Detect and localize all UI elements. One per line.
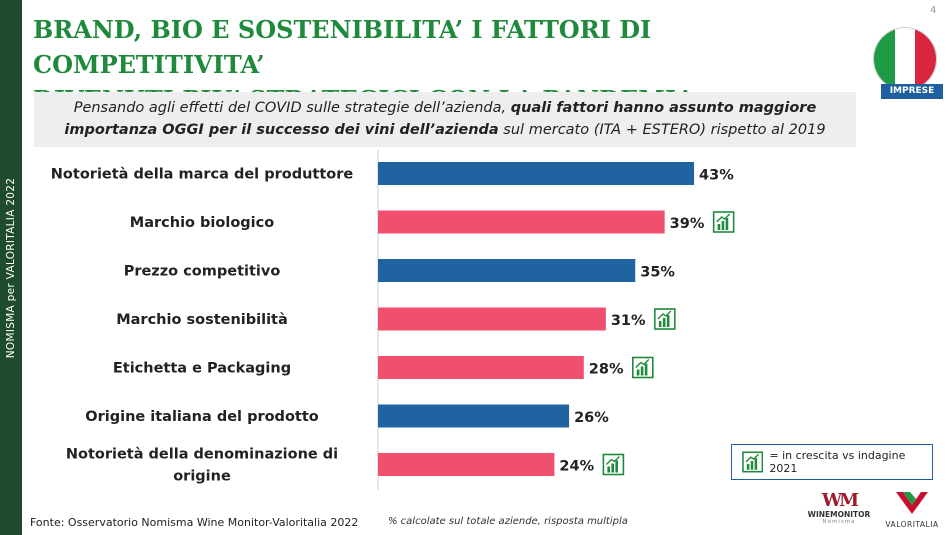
valoritalia-mark-icon xyxy=(896,492,928,514)
italy-flag-icon xyxy=(874,28,936,90)
bar xyxy=(378,453,555,476)
winemonitor-sub: Nomisma xyxy=(822,519,856,525)
valoritalia-name: VALORITALIA xyxy=(885,520,939,529)
imprese-badge: IMPRESE xyxy=(881,84,943,99)
value-label: 39% xyxy=(670,216,705,232)
legend: = in crescita vs indagine 2021 xyxy=(731,444,933,480)
bar xyxy=(378,210,665,234)
category-label: Notorietà della denominazione di origine xyxy=(66,447,338,485)
bar-chart: Notorietà della marca del produttore 43% M… xyxy=(51,150,735,490)
growth-chart-icon xyxy=(654,308,676,330)
legend-text: = in crescita vs indagine 2021 xyxy=(769,449,906,475)
value-label: 43% xyxy=(699,168,734,184)
bar xyxy=(378,356,584,379)
bar xyxy=(378,259,636,282)
category-label: Prezzo competitivo xyxy=(124,264,281,280)
category-label: Marchio biologico xyxy=(130,215,274,231)
winemonitor-logo: WM WINEMONITOR Nomisma xyxy=(806,490,872,526)
growth-chart-icon xyxy=(712,211,735,233)
category-label: Origine italiana del prodotto xyxy=(85,409,318,425)
survey-question: Pensando agli effetti del COVID sulle st… xyxy=(34,92,856,147)
method-note: % calcolate sul totale aziende, risposta… xyxy=(388,516,628,527)
bar xyxy=(378,307,606,331)
value-label: 31% xyxy=(611,313,646,329)
category-label: Etichetta e Packaging xyxy=(113,361,291,377)
value-label: 26% xyxy=(574,410,609,426)
growth-chart-icon xyxy=(602,453,625,476)
category-label: Notorietà della marca del produttore xyxy=(51,167,354,183)
growth-chart-icon xyxy=(631,356,654,379)
question-text-bold: quali fattori hanno assunto maggiore imp… xyxy=(64,100,817,138)
side-strip: NOMISMA per VALORITALIA 2022 xyxy=(0,0,22,535)
value-label: 35% xyxy=(640,265,675,281)
bar xyxy=(378,162,695,185)
valoritalia-logo: VALORITALIA xyxy=(882,490,942,529)
winemonitor-name: WINEMONITOR xyxy=(807,510,871,519)
bar xyxy=(378,404,570,428)
value-label: 24% xyxy=(559,459,594,475)
page-number: 4 xyxy=(930,5,937,16)
value-label: 28% xyxy=(589,362,624,378)
question-text-end: sul mercato (ITA + ESTERO) rispetto al 2… xyxy=(498,122,826,138)
source-note: Fonte: Osservatorio Nomisma Wine Monitor… xyxy=(30,516,359,529)
category-label: Marchio sostenibilità xyxy=(116,312,288,328)
question-text-start: Pensando agli effetti del COVID sulle st… xyxy=(73,100,511,116)
winemonitor-mark: WM xyxy=(821,490,859,511)
growth-chart-icon xyxy=(742,451,764,473)
